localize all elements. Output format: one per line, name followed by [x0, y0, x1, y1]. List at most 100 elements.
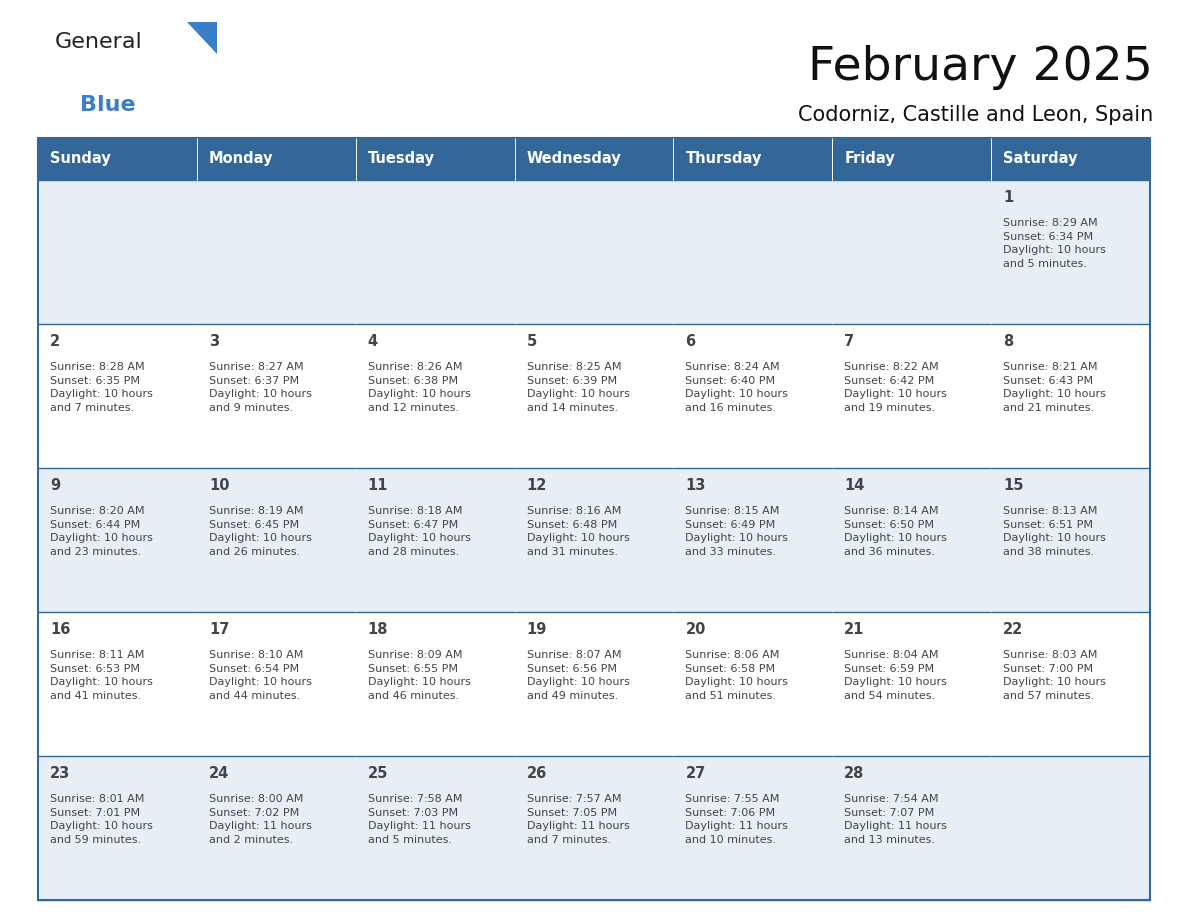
- Text: Sunrise: 8:28 AM
Sunset: 6:35 PM
Daylight: 10 hours
and 7 minutes.: Sunrise: 8:28 AM Sunset: 6:35 PM Dayligh…: [50, 362, 153, 413]
- Text: Sunrise: 8:14 AM
Sunset: 6:50 PM
Daylight: 10 hours
and 36 minutes.: Sunrise: 8:14 AM Sunset: 6:50 PM Dayligh…: [845, 506, 947, 557]
- Bar: [38, 138, 1150, 900]
- Text: Sunrise: 8:01 AM
Sunset: 7:01 PM
Daylight: 10 hours
and 59 minutes.: Sunrise: 8:01 AM Sunset: 7:01 PM Dayligh…: [50, 794, 153, 845]
- Bar: [355, 612, 514, 756]
- Text: Friday: Friday: [845, 151, 895, 166]
- Bar: [355, 756, 514, 900]
- Bar: [197, 756, 355, 900]
- Bar: [833, 756, 991, 900]
- Text: Sunrise: 8:25 AM
Sunset: 6:39 PM
Daylight: 10 hours
and 14 minutes.: Sunrise: 8:25 AM Sunset: 6:39 PM Dayligh…: [526, 362, 630, 413]
- Bar: [38, 138, 197, 180]
- Text: 28: 28: [845, 766, 865, 781]
- Text: 8: 8: [1003, 334, 1013, 349]
- Bar: [674, 138, 833, 180]
- Text: Sunrise: 8:16 AM
Sunset: 6:48 PM
Daylight: 10 hours
and 31 minutes.: Sunrise: 8:16 AM Sunset: 6:48 PM Dayligh…: [526, 506, 630, 557]
- Text: Sunrise: 8:19 AM
Sunset: 6:45 PM
Daylight: 10 hours
and 26 minutes.: Sunrise: 8:19 AM Sunset: 6:45 PM Dayligh…: [209, 506, 311, 557]
- Bar: [197, 612, 355, 756]
- Bar: [514, 756, 674, 900]
- Text: 24: 24: [209, 766, 229, 781]
- Text: Sunrise: 8:26 AM
Sunset: 6:38 PM
Daylight: 10 hours
and 12 minutes.: Sunrise: 8:26 AM Sunset: 6:38 PM Dayligh…: [368, 362, 470, 413]
- Bar: [833, 468, 991, 612]
- Bar: [38, 180, 197, 324]
- Text: Sunrise: 7:55 AM
Sunset: 7:06 PM
Daylight: 11 hours
and 10 minutes.: Sunrise: 7:55 AM Sunset: 7:06 PM Dayligh…: [685, 794, 789, 845]
- Polygon shape: [187, 22, 217, 54]
- Bar: [991, 756, 1150, 900]
- Bar: [197, 324, 355, 468]
- Bar: [514, 180, 674, 324]
- Text: Saturday: Saturday: [1003, 151, 1078, 166]
- Bar: [514, 468, 674, 612]
- Text: 3: 3: [209, 334, 219, 349]
- Text: 23: 23: [50, 766, 70, 781]
- Bar: [674, 612, 833, 756]
- Bar: [355, 180, 514, 324]
- Text: 13: 13: [685, 478, 706, 493]
- Text: Sunrise: 8:03 AM
Sunset: 7:00 PM
Daylight: 10 hours
and 57 minutes.: Sunrise: 8:03 AM Sunset: 7:00 PM Dayligh…: [1003, 650, 1106, 700]
- Bar: [991, 468, 1150, 612]
- Text: Sunrise: 8:29 AM
Sunset: 6:34 PM
Daylight: 10 hours
and 5 minutes.: Sunrise: 8:29 AM Sunset: 6:34 PM Dayligh…: [1003, 218, 1106, 269]
- Bar: [197, 138, 355, 180]
- Text: 17: 17: [209, 622, 229, 637]
- Text: 9: 9: [50, 478, 61, 493]
- Text: Sunrise: 8:22 AM
Sunset: 6:42 PM
Daylight: 10 hours
and 19 minutes.: Sunrise: 8:22 AM Sunset: 6:42 PM Dayligh…: [845, 362, 947, 413]
- Bar: [674, 324, 833, 468]
- Text: Sunday: Sunday: [50, 151, 110, 166]
- Text: 26: 26: [526, 766, 546, 781]
- Text: Sunrise: 7:58 AM
Sunset: 7:03 PM
Daylight: 11 hours
and 5 minutes.: Sunrise: 7:58 AM Sunset: 7:03 PM Dayligh…: [368, 794, 470, 845]
- Bar: [355, 324, 514, 468]
- Text: Sunrise: 8:00 AM
Sunset: 7:02 PM
Daylight: 11 hours
and 2 minutes.: Sunrise: 8:00 AM Sunset: 7:02 PM Dayligh…: [209, 794, 311, 845]
- Text: 21: 21: [845, 622, 865, 637]
- Text: Sunrise: 8:04 AM
Sunset: 6:59 PM
Daylight: 10 hours
and 54 minutes.: Sunrise: 8:04 AM Sunset: 6:59 PM Dayligh…: [845, 650, 947, 700]
- Bar: [674, 756, 833, 900]
- Text: 5: 5: [526, 334, 537, 349]
- Text: 7: 7: [845, 334, 854, 349]
- Bar: [514, 324, 674, 468]
- Text: Sunrise: 8:21 AM
Sunset: 6:43 PM
Daylight: 10 hours
and 21 minutes.: Sunrise: 8:21 AM Sunset: 6:43 PM Dayligh…: [1003, 362, 1106, 413]
- Bar: [197, 468, 355, 612]
- Text: Sunrise: 8:24 AM
Sunset: 6:40 PM
Daylight: 10 hours
and 16 minutes.: Sunrise: 8:24 AM Sunset: 6:40 PM Dayligh…: [685, 362, 789, 413]
- Bar: [355, 468, 514, 612]
- Text: Sunrise: 8:11 AM
Sunset: 6:53 PM
Daylight: 10 hours
and 41 minutes.: Sunrise: 8:11 AM Sunset: 6:53 PM Dayligh…: [50, 650, 153, 700]
- Text: 6: 6: [685, 334, 695, 349]
- Bar: [38, 612, 197, 756]
- Bar: [833, 180, 991, 324]
- Text: General: General: [55, 32, 143, 52]
- Text: 25: 25: [368, 766, 388, 781]
- Bar: [674, 468, 833, 612]
- Text: Tuesday: Tuesday: [368, 151, 435, 166]
- Bar: [991, 180, 1150, 324]
- Text: 14: 14: [845, 478, 865, 493]
- Text: 12: 12: [526, 478, 546, 493]
- Bar: [514, 138, 674, 180]
- Text: 1: 1: [1003, 190, 1013, 205]
- Text: 20: 20: [685, 622, 706, 637]
- Text: Sunrise: 8:18 AM
Sunset: 6:47 PM
Daylight: 10 hours
and 28 minutes.: Sunrise: 8:18 AM Sunset: 6:47 PM Dayligh…: [368, 506, 470, 557]
- Bar: [833, 324, 991, 468]
- Bar: [991, 138, 1150, 180]
- Bar: [355, 138, 514, 180]
- Text: Blue: Blue: [80, 95, 135, 115]
- Text: Sunrise: 8:10 AM
Sunset: 6:54 PM
Daylight: 10 hours
and 44 minutes.: Sunrise: 8:10 AM Sunset: 6:54 PM Dayligh…: [209, 650, 311, 700]
- Text: Codorniz, Castille and Leon, Spain: Codorniz, Castille and Leon, Spain: [798, 105, 1154, 125]
- Text: 10: 10: [209, 478, 229, 493]
- Text: Thursday: Thursday: [685, 151, 762, 166]
- Bar: [38, 468, 197, 612]
- Text: 18: 18: [368, 622, 388, 637]
- Text: Sunrise: 8:07 AM
Sunset: 6:56 PM
Daylight: 10 hours
and 49 minutes.: Sunrise: 8:07 AM Sunset: 6:56 PM Dayligh…: [526, 650, 630, 700]
- Text: Monday: Monday: [209, 151, 273, 166]
- Bar: [833, 138, 991, 180]
- Text: February 2025: February 2025: [808, 45, 1154, 90]
- Text: Sunrise: 8:27 AM
Sunset: 6:37 PM
Daylight: 10 hours
and 9 minutes.: Sunrise: 8:27 AM Sunset: 6:37 PM Dayligh…: [209, 362, 311, 413]
- Text: 27: 27: [685, 766, 706, 781]
- Text: 4: 4: [368, 334, 378, 349]
- Text: Sunrise: 8:15 AM
Sunset: 6:49 PM
Daylight: 10 hours
and 33 minutes.: Sunrise: 8:15 AM Sunset: 6:49 PM Dayligh…: [685, 506, 789, 557]
- Text: 11: 11: [368, 478, 388, 493]
- Bar: [514, 612, 674, 756]
- Text: 16: 16: [50, 622, 70, 637]
- Text: Sunrise: 8:20 AM
Sunset: 6:44 PM
Daylight: 10 hours
and 23 minutes.: Sunrise: 8:20 AM Sunset: 6:44 PM Dayligh…: [50, 506, 153, 557]
- Text: 22: 22: [1003, 622, 1023, 637]
- Text: Sunrise: 7:54 AM
Sunset: 7:07 PM
Daylight: 11 hours
and 13 minutes.: Sunrise: 7:54 AM Sunset: 7:07 PM Dayligh…: [845, 794, 947, 845]
- Text: Sunrise: 8:09 AM
Sunset: 6:55 PM
Daylight: 10 hours
and 46 minutes.: Sunrise: 8:09 AM Sunset: 6:55 PM Dayligh…: [368, 650, 470, 700]
- Text: Sunrise: 7:57 AM
Sunset: 7:05 PM
Daylight: 11 hours
and 7 minutes.: Sunrise: 7:57 AM Sunset: 7:05 PM Dayligh…: [526, 794, 630, 845]
- Text: Wednesday: Wednesday: [526, 151, 621, 166]
- Bar: [38, 756, 197, 900]
